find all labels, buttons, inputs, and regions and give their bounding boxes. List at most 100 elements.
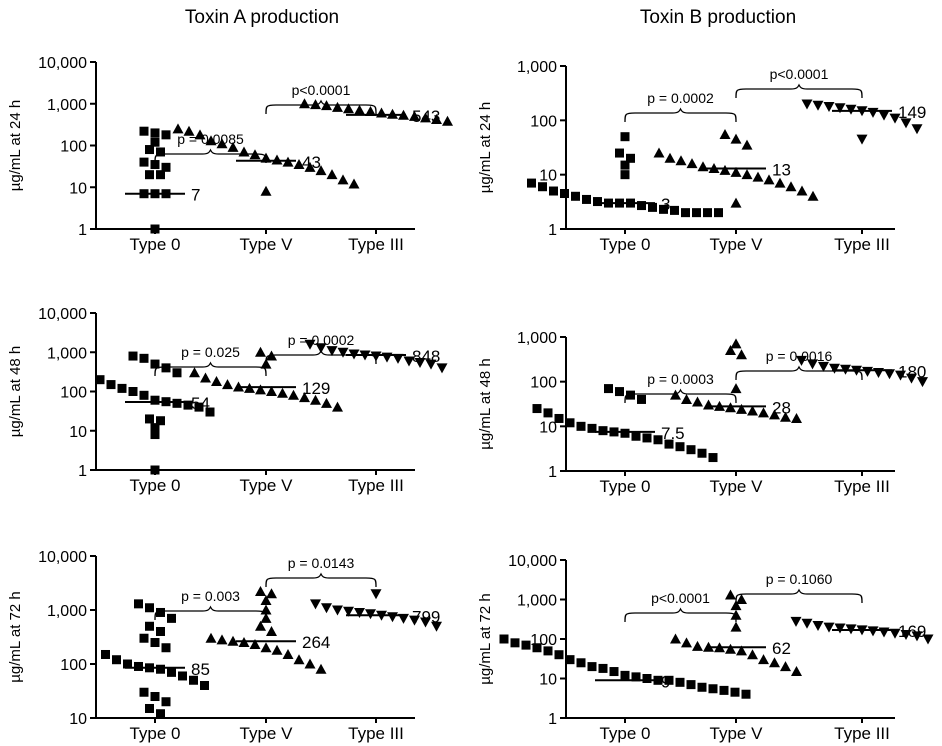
data-point [299,98,310,109]
data-point [139,633,149,643]
data-point [354,607,365,618]
data-point [730,383,742,394]
data-point [156,607,165,617]
data-point [249,638,261,649]
data-point [271,644,283,655]
data-point [692,208,701,218]
y-tick-label: 1 [548,464,557,481]
p-value-label: p = 0.0002 [647,90,714,106]
significance-bracket [624,388,737,404]
p-value-label: p = 0.003 [181,588,240,604]
data-point [266,386,277,396]
data-point [615,148,624,158]
data-point [675,677,685,687]
data-point [409,615,420,626]
data-point [752,171,764,182]
data-point [205,407,215,417]
data-point [145,145,154,155]
data-point [205,135,217,146]
data-point [664,675,674,685]
data-point [178,671,187,681]
data-point [332,401,343,412]
data-point [565,655,575,665]
data-point [587,423,597,433]
data-point [156,416,165,426]
data-point [604,384,613,394]
data-point [431,621,442,632]
data-point [790,616,802,627]
data-point [194,129,206,140]
x-tick-label: Type 0 [599,724,650,743]
y-tick-label: 1 [78,463,87,480]
y-tick-label: 1 [548,222,557,239]
data-point [134,661,143,671]
median-label: 3 [661,195,670,214]
significance-bracket [154,148,267,164]
data-point [549,186,558,196]
y-tick-label: 10 [539,672,557,689]
data-point [889,628,901,639]
data-point [576,658,586,668]
data-point [620,670,630,680]
data-point [747,649,758,660]
data-point [736,403,747,414]
data-point [736,594,747,604]
data-point [332,101,343,112]
data-point [161,643,171,653]
median-label: 85 [191,660,210,679]
data-point [304,658,316,669]
data-point [139,126,149,136]
data-point [260,594,272,605]
p-value-label: p<0.0001 [651,590,710,606]
data-point [725,589,736,600]
data-point [741,689,751,699]
data-point [560,189,569,199]
data-point [376,107,387,118]
data-point [631,431,641,441]
data-point [315,343,327,354]
data-point [420,112,431,123]
data-point [780,411,791,422]
median-label: 62 [772,639,791,658]
data-point [807,359,818,370]
data-point [637,394,646,404]
x-tick-label: Type V [240,724,294,743]
data-point [911,631,923,642]
data-point [692,396,703,407]
x-tick-label: Type III [348,235,404,254]
data-point [365,106,376,117]
x-tick-label: Type V [240,235,294,254]
data-point [598,426,608,436]
x-tick-label: Type III [834,235,890,254]
median-label: 180 [898,362,926,381]
data-point [730,687,740,697]
data-point [642,433,652,443]
data-point [609,667,619,677]
data-point [101,649,110,659]
data-point [145,414,154,424]
median-label: 129 [302,379,330,398]
data-point [255,346,266,357]
data-point [387,108,398,119]
data-point [543,646,553,656]
data-point [431,113,442,124]
data-point [615,387,624,397]
y-axis-title: µg/mL at 24 h [7,100,24,191]
data-point [812,620,824,631]
data-point [161,162,171,172]
data-point [692,640,703,651]
data-point [310,99,321,110]
y-tick-label: 10 [69,424,87,441]
data-point [172,123,184,134]
y-tick-label: 10 [69,180,87,197]
data-point [626,153,635,163]
data-point [266,588,277,599]
data-point [150,395,160,405]
y-tick-label: 10 [69,711,87,728]
data-point [763,174,775,185]
data-point [812,100,824,111]
data-point [425,359,437,370]
data-point [867,107,879,118]
data-point [774,177,786,188]
